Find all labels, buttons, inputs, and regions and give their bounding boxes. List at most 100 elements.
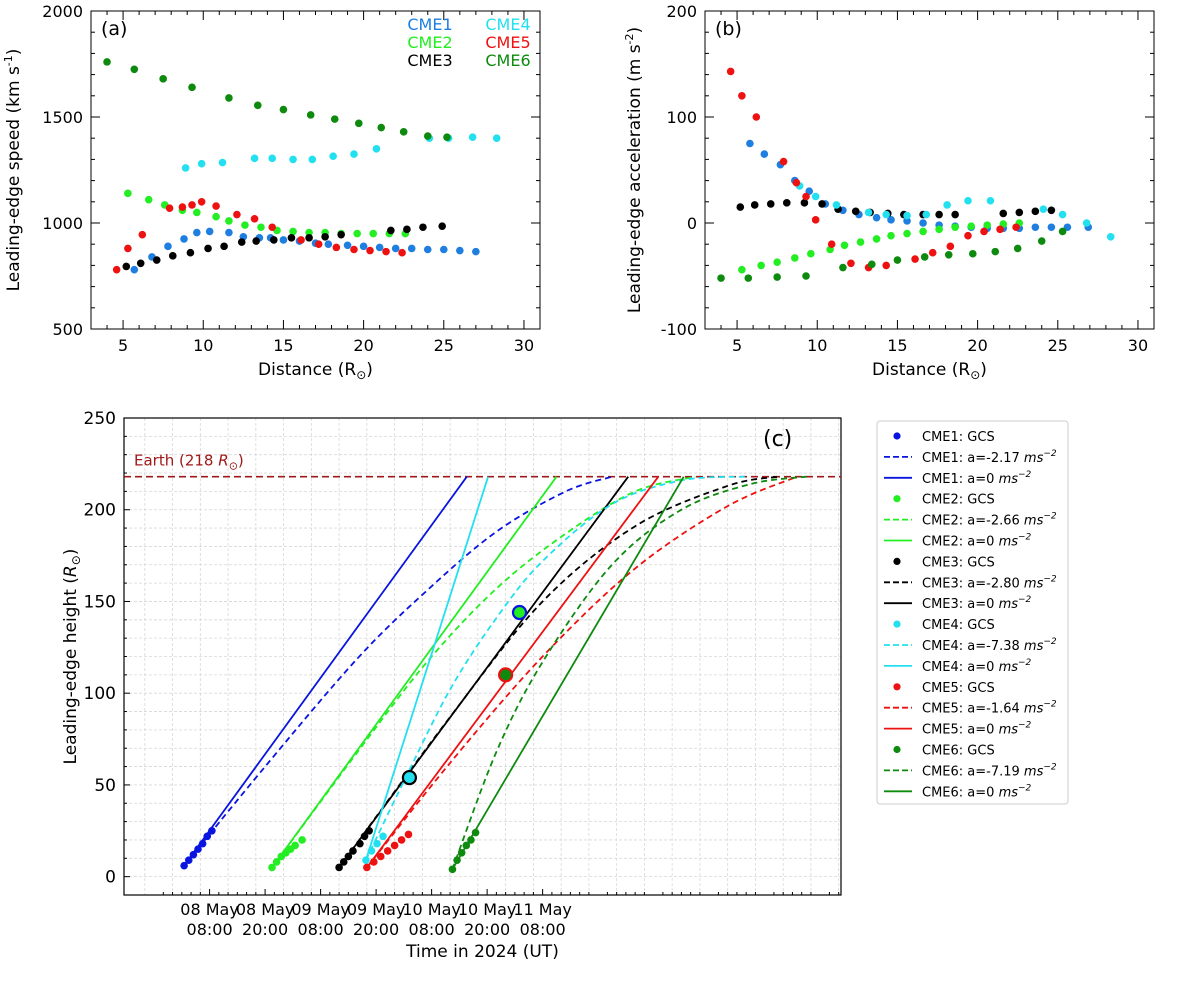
data-point-cme5 — [197, 198, 206, 206]
data-point-cme2 — [193, 208, 201, 217]
data-point-cme6 — [354, 119, 363, 128]
legend-entry: CME2 — [407, 33, 452, 52]
gcs-point-cme2 — [298, 836, 306, 844]
data-point-cme6 — [159, 75, 167, 83]
data-point-cme3 — [152, 256, 161, 264]
data-point-cme1 — [279, 236, 288, 244]
y-axis-label-sub: ⊙ — [69, 555, 83, 565]
legend-label: CME5: a=0 ms−2 — [922, 721, 1032, 738]
gcs-point-cme1 — [194, 845, 202, 853]
data-point-cme6 — [920, 253, 929, 261]
marker-cme3-cme4 — [401, 769, 418, 786]
data-point-cme5 — [811, 216, 820, 224]
data-point-cme2 — [369, 229, 378, 238]
data-point-cme1 — [375, 243, 384, 252]
earth-label-close: ) — [238, 452, 244, 470]
data-point-cme1 — [760, 150, 769, 158]
data-point-cme1 — [423, 245, 432, 254]
data-point-cme5 — [350, 245, 358, 254]
data-point-cme2 — [807, 249, 815, 258]
data-point-cme2 — [738, 265, 746, 274]
data-point-cme3 — [168, 252, 177, 260]
data-point-cme4 — [250, 154, 259, 163]
data-point-cme6 — [944, 251, 953, 259]
y-tick-label: 1000 — [42, 214, 83, 233]
gcs-point-cme2 — [268, 863, 276, 872]
data-point-cme3 — [337, 230, 345, 239]
data-point-cme5 — [738, 92, 746, 100]
data-point-cme4 — [350, 150, 358, 158]
data-point-cme2 — [124, 189, 132, 198]
legend-label-unit: ms — [999, 723, 1019, 738]
data-point-cme4 — [492, 134, 501, 142]
legend-label-sup: −2 — [1043, 512, 1057, 522]
data-point-cme6 — [103, 58, 111, 66]
data-point-cme6 — [130, 65, 139, 74]
data-point-cme6 — [802, 272, 810, 280]
data-point-cme6 — [717, 274, 725, 282]
legend-label: CME6: a=-7.19 ms−2 — [922, 762, 1057, 779]
gcs-point-cme5 — [397, 836, 406, 844]
y-tick-label: 200 — [84, 501, 116, 521]
data-point-cme5 — [752, 113, 761, 121]
data-point-cme2 — [935, 225, 943, 234]
data-point-cme4 — [218, 158, 227, 167]
data-point-cme5 — [233, 210, 241, 219]
data-point-cme5 — [996, 225, 1004, 234]
legend-label-text: CME5: a=-1.64 — [922, 702, 1024, 717]
data-point-cme5 — [398, 248, 406, 257]
x-axis-label-close: ) — [980, 360, 987, 380]
x-tick-label-time: 20:00 — [464, 920, 510, 939]
legend-label-text: CME2: GCS — [922, 493, 995, 508]
data-point-cme4 — [268, 154, 277, 163]
data-point-cme6 — [867, 260, 876, 269]
data-point-cme3 — [305, 234, 313, 242]
data-point-cme5 — [332, 243, 341, 252]
data-point-cme5 — [188, 201, 196, 209]
legend-label-sup: −2 — [1043, 449, 1057, 459]
solid-fit-cme6 — [451, 476, 685, 870]
legend-label-text: CME6: a=0 — [922, 785, 999, 800]
legend-label-sup: −2 — [1043, 762, 1057, 772]
x-axis-label: Time in 2024 (UT) — [405, 942, 559, 962]
data-point-cme5 — [250, 214, 259, 223]
legend-entry: CME1 — [407, 15, 452, 34]
y-axis-label-close: ) — [61, 549, 81, 556]
x-tick-label-time: 20:00 — [353, 920, 399, 939]
data-point-cme5 — [366, 246, 374, 255]
legend-entry: CME3 — [407, 51, 452, 70]
gcs-point-cme1 — [180, 861, 188, 870]
x-tick-label-time: 08:00 — [520, 920, 566, 939]
gcs-point-cme6 — [457, 849, 466, 857]
data-point-cme4 — [181, 164, 190, 172]
legend-marker — [893, 432, 901, 440]
x-tick-label-day: 08 May — [236, 900, 295, 919]
data-point-cme2 — [887, 231, 895, 240]
y-tick-label: -100 — [661, 320, 697, 339]
y-tick-label: 100 — [666, 108, 697, 127]
legend-label-text: CME6: a=-7.19 — [922, 764, 1024, 779]
data-point-cme5 — [297, 236, 305, 244]
data-point-cme6 — [968, 249, 977, 258]
panel-label: (b) — [715, 18, 742, 40]
x-tick-label: 25 — [1048, 336, 1068, 355]
data-point-cme3 — [419, 223, 427, 232]
data-point-cme2 — [903, 229, 911, 238]
data-point-cme1 — [1031, 223, 1040, 232]
x-tick-label: 30 — [514, 336, 534, 355]
earth-label: Earth (218 R⊙) — [134, 452, 244, 473]
legend-label-text: CME1: a=-2.17 — [922, 451, 1024, 466]
x-axis-label-sub: ⊙ — [356, 368, 366, 382]
legend-label-sup: −2 — [1018, 533, 1032, 543]
data-point-cme2 — [983, 221, 992, 229]
legend-label: CME2: a=0 ms−2 — [922, 533, 1032, 550]
data-point-cme4 — [882, 210, 891, 219]
data-point-cme5 — [911, 255, 919, 263]
data-point-cme1 — [439, 245, 448, 254]
data-point-cme6 — [744, 274, 753, 282]
data-point-cme6 — [330, 115, 339, 123]
data-point-cme6 — [991, 247, 1000, 256]
data-point-cme1 — [391, 244, 400, 253]
legend-label-text: CME3: a=0 — [922, 597, 999, 612]
gcs-point-cme1 — [203, 832, 212, 841]
